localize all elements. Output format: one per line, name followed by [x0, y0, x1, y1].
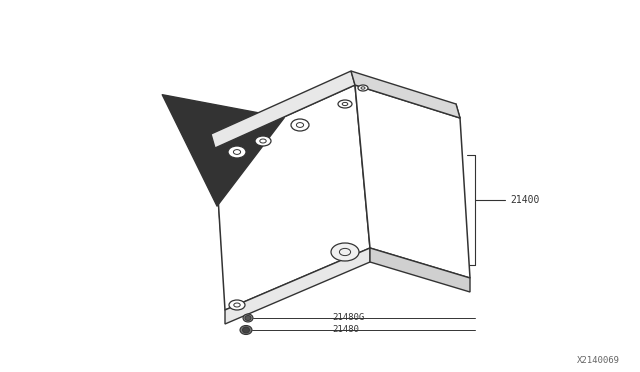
Polygon shape — [351, 71, 460, 118]
Polygon shape — [225, 248, 370, 324]
Text: 21400: 21400 — [510, 195, 540, 205]
Ellipse shape — [234, 150, 241, 154]
Ellipse shape — [342, 102, 348, 106]
Ellipse shape — [229, 300, 245, 310]
Ellipse shape — [240, 326, 252, 334]
Ellipse shape — [358, 85, 368, 91]
Ellipse shape — [228, 146, 246, 158]
Polygon shape — [355, 85, 470, 278]
Polygon shape — [211, 71, 355, 148]
Ellipse shape — [260, 139, 266, 143]
Ellipse shape — [243, 327, 250, 333]
Ellipse shape — [255, 136, 271, 146]
Ellipse shape — [339, 248, 351, 256]
Ellipse shape — [338, 100, 352, 108]
Polygon shape — [215, 85, 370, 310]
Ellipse shape — [243, 314, 253, 322]
Text: X2140069: X2140069 — [577, 356, 620, 365]
Ellipse shape — [361, 87, 365, 89]
Ellipse shape — [331, 243, 359, 261]
Ellipse shape — [296, 123, 303, 127]
Text: 21480: 21480 — [332, 326, 359, 334]
Ellipse shape — [245, 315, 251, 321]
Polygon shape — [370, 248, 470, 292]
Ellipse shape — [291, 119, 309, 131]
Text: 21480G: 21480G — [332, 314, 364, 323]
Ellipse shape — [234, 303, 240, 307]
Text: FRONT: FRONT — [188, 115, 228, 125]
